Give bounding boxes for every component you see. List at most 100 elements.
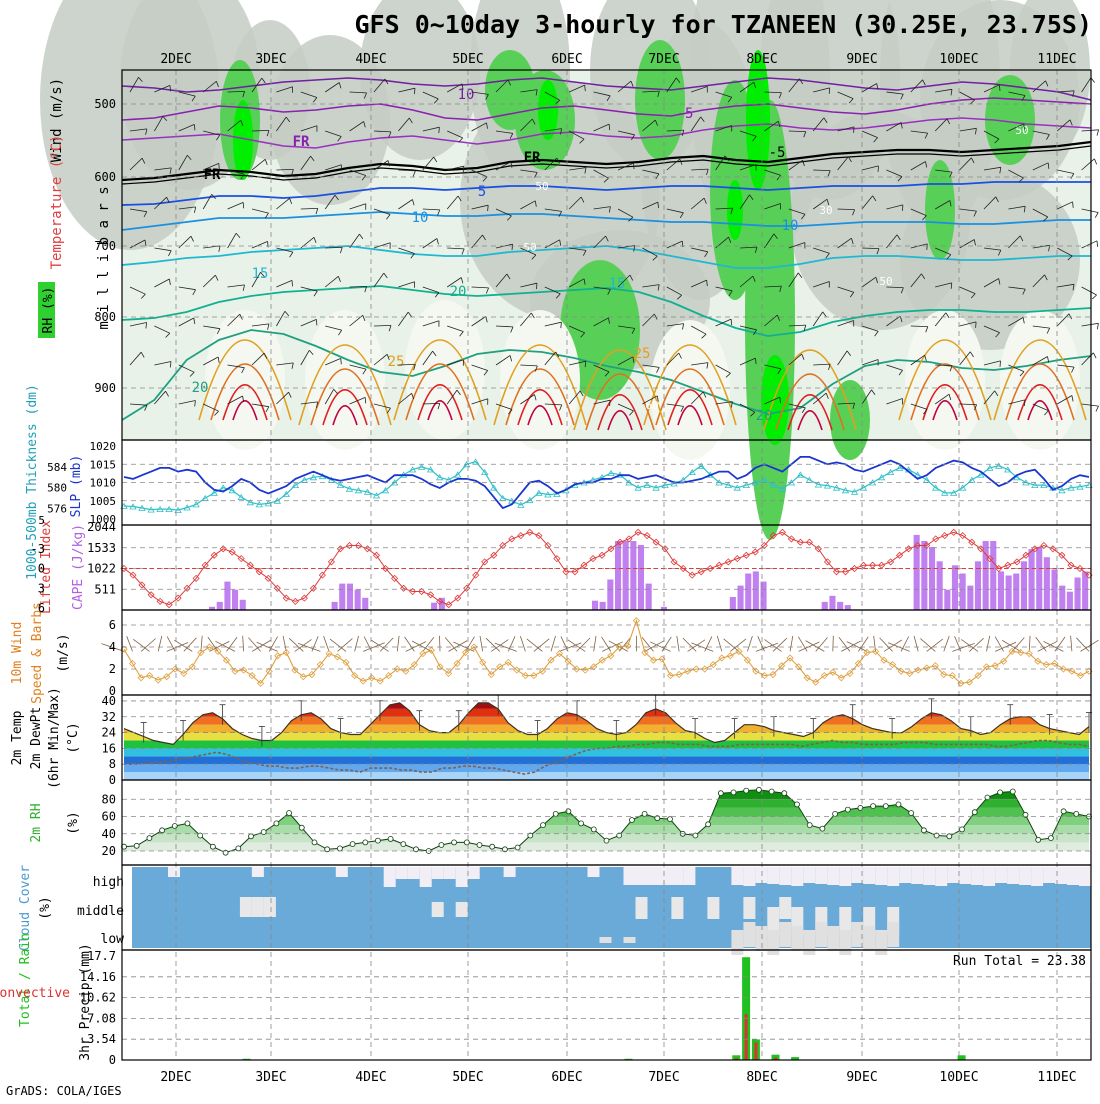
rh-shade-bright: [746, 50, 770, 190]
rh-point: [820, 826, 825, 831]
rh-point: [706, 822, 711, 827]
cloud-cell: [707, 897, 719, 919]
rh-point: [1061, 809, 1066, 814]
isotherm-label: 20: [756, 408, 773, 424]
cloud-cell: [851, 922, 863, 947]
surface-wind-barb: [645, 641, 664, 652]
wind-barb-flag: [1024, 400, 1025, 406]
cloud-cell: [636, 897, 648, 919]
temp-label-2: 2m DewPt: [29, 707, 44, 770]
isotherm-label: FR: [524, 150, 541, 166]
isotherm-label: 20: [450, 284, 467, 300]
cloud-level-low: low: [101, 932, 125, 947]
cape-tick: 1022: [87, 562, 116, 576]
cloud-cell: [911, 867, 923, 884]
cloud-unit: (%): [38, 896, 53, 919]
surface-wind-barb: [914, 636, 918, 651]
surface-wind-barb: [201, 636, 202, 652]
cloud-cell: [923, 867, 935, 885]
cloud-cell: [779, 867, 791, 885]
cloud-cell: [588, 867, 600, 877]
surface-wind-barb: [355, 636, 359, 651]
cape-bar: [339, 584, 345, 610]
wind-barb-flag: [268, 241, 269, 247]
cloud-cell: [779, 897, 791, 919]
cloud-cell: [875, 930, 887, 955]
rh-point: [249, 834, 254, 839]
cape-bar: [347, 584, 353, 610]
cape-tick: 511: [94, 582, 116, 596]
cloud-cell: [671, 897, 683, 919]
rh-point: [845, 807, 850, 812]
day-label-top: 5DEC: [452, 52, 483, 67]
wind-barb-flag: [170, 85, 171, 91]
surface-wind-barb: [551, 636, 556, 651]
cape-bar: [845, 605, 851, 610]
rh-point: [731, 790, 736, 795]
slp-tick: 1005: [90, 495, 117, 508]
cape-bar: [929, 547, 935, 610]
surface-wind-barb: [987, 636, 990, 652]
rh-point: [871, 804, 876, 809]
cape-right-label: CAPE (J/kg): [71, 524, 86, 610]
isotherm-label: 10: [458, 87, 475, 103]
rh-tick: 60: [102, 810, 116, 824]
cape-bar: [1067, 592, 1073, 610]
day-label-bottom: 5DEC: [452, 1070, 483, 1085]
cape-bar: [217, 602, 223, 610]
cloud-cell: [1031, 867, 1043, 886]
temp-band: [122, 725, 1091, 733]
wind-barb-flag: [1097, 323, 1098, 329]
surface-wind-barb: [338, 639, 353, 652]
surface-wind-barb: [1076, 638, 1089, 652]
cloud-cell: [336, 867, 348, 877]
cloud-cell: [959, 867, 971, 884]
precip-tick: 10.62: [80, 991, 116, 1005]
cloud-cell: [815, 922, 827, 947]
rh-point: [883, 804, 888, 809]
isotherm-label: 15: [252, 266, 269, 282]
rh-point: [833, 811, 838, 816]
rh-dry-lobe: [1000, 310, 1080, 450]
rh-point: [312, 840, 317, 845]
rh-point: [388, 836, 393, 841]
rh-point: [1036, 837, 1041, 842]
wind-barb-flag: [316, 319, 317, 325]
rh-point: [1010, 789, 1015, 794]
rh-point: [921, 828, 926, 833]
surface-wind-barb: [158, 636, 162, 651]
cloud-cell: [755, 926, 767, 951]
rh-point: [452, 840, 457, 845]
cloud-cell: [432, 902, 444, 917]
rh-point: [134, 843, 139, 848]
cloud-cell: [252, 897, 264, 917]
surface-wind-barb: [141, 639, 156, 652]
day-label-top: 7DEC: [648, 52, 679, 67]
slp-tick: 1010: [90, 477, 117, 490]
thickness-tick: 580: [47, 482, 67, 495]
rh-point: [287, 811, 292, 816]
panel-frame: [122, 780, 1091, 865]
wind-barb-flag: [829, 88, 830, 94]
cape-bar: [630, 541, 636, 610]
precip-tick: 17.7: [87, 949, 116, 963]
rh-contour-label: 50: [1015, 124, 1028, 137]
rh-point: [541, 823, 546, 828]
cloud-cell: [899, 867, 911, 883]
panel-frame: [122, 950, 1091, 1060]
surface-wind-barb: [747, 636, 752, 651]
surface-wind-barb: [1071, 636, 1072, 652]
surface-wind-barb: [330, 639, 346, 651]
surface-wind-barb: [227, 637, 238, 651]
cloud-cell: [827, 867, 839, 885]
temp-band: [122, 756, 1091, 764]
surface-wind-barb: [880, 638, 893, 652]
cape-bar: [332, 602, 338, 610]
cloud-cell: [743, 897, 755, 919]
surface-wind-barb: [248, 638, 260, 652]
cape-bar: [355, 590, 361, 610]
thickness-line: [124, 462, 1089, 511]
upper-ylabel: m i l l i b a r s: [96, 186, 112, 329]
temp-tick: 32: [102, 710, 116, 724]
